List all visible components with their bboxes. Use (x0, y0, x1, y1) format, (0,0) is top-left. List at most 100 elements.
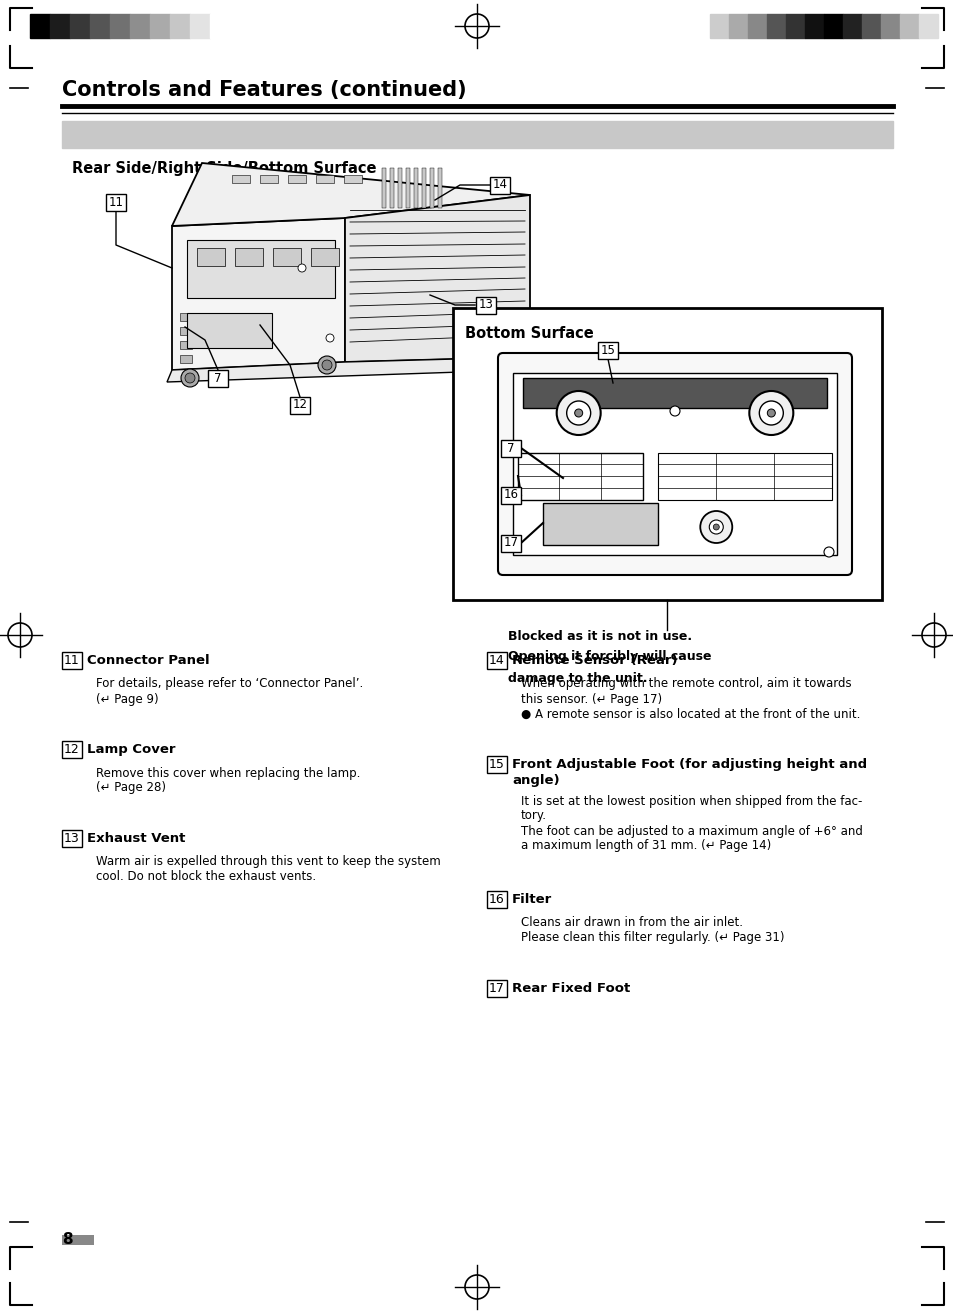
Text: Warm air is expelled through this vent to keep the system: Warm air is expelled through this vent t… (96, 856, 440, 868)
Text: The foot can be adjusted to a maximum angle of +6° and: The foot can be adjusted to a maximum an… (520, 825, 862, 838)
Text: 12: 12 (64, 743, 80, 756)
Bar (486, 653, 506, 670)
Bar (709, 14, 728, 38)
Circle shape (297, 264, 306, 272)
Text: When operating with the remote control, aim it towards: When operating with the remote control, … (520, 678, 851, 691)
Text: Rear Fixed Foot: Rear Fixed Foot (512, 982, 630, 995)
Circle shape (574, 410, 582, 418)
Text: Connector Panel: Connector Panel (87, 654, 210, 667)
Circle shape (700, 511, 732, 544)
Bar (747, 14, 766, 38)
Bar (290, 397, 310, 414)
Bar (106, 193, 126, 210)
Bar (486, 892, 506, 909)
Text: 16: 16 (503, 488, 518, 502)
Circle shape (669, 406, 679, 416)
Bar (210, 14, 230, 38)
Bar (517, 453, 642, 500)
Bar (150, 14, 170, 38)
Text: 17: 17 (503, 537, 518, 550)
Bar (62, 741, 82, 758)
Bar (804, 14, 823, 38)
Bar (110, 14, 130, 38)
Text: 11: 11 (64, 654, 80, 667)
Text: Rear Side/Right Side/Bottom Surface: Rear Side/Right Side/Bottom Surface (71, 160, 376, 176)
Polygon shape (196, 248, 225, 267)
Circle shape (317, 356, 335, 374)
Bar (62, 653, 82, 670)
Text: Bottom Surface: Bottom Surface (464, 327, 593, 341)
Polygon shape (180, 341, 192, 349)
Bar (190, 14, 210, 38)
Text: (↵ Page 28): (↵ Page 28) (96, 781, 166, 794)
Bar (208, 369, 228, 386)
Text: 15: 15 (600, 344, 615, 357)
Polygon shape (180, 355, 192, 362)
Text: It is set at the lowest position when shipped from the fac-: It is set at the lowest position when sh… (520, 794, 862, 807)
Bar (50, 14, 70, 38)
Bar (522, 378, 826, 408)
Circle shape (185, 373, 194, 383)
Text: Controls and Features (continued): Controls and Features (continued) (62, 80, 466, 100)
Text: 14: 14 (492, 179, 507, 192)
Text: angle): angle) (512, 773, 559, 786)
Text: damage to the unit.: damage to the unit. (507, 672, 647, 685)
Bar (658, 453, 831, 500)
Bar (90, 14, 110, 38)
Polygon shape (288, 175, 306, 183)
Text: Blocked as it is not in use.: Blocked as it is not in use. (507, 630, 691, 643)
Bar (500, 534, 520, 551)
Circle shape (823, 548, 833, 557)
Polygon shape (232, 175, 250, 183)
FancyBboxPatch shape (497, 353, 851, 575)
Polygon shape (390, 168, 394, 207)
Bar (513, 373, 836, 555)
Circle shape (322, 360, 332, 370)
Bar (598, 341, 618, 358)
Bar (486, 979, 506, 997)
Bar (785, 14, 804, 38)
Circle shape (759, 400, 782, 425)
Polygon shape (406, 168, 410, 207)
Polygon shape (344, 175, 361, 183)
Polygon shape (172, 218, 345, 370)
Circle shape (512, 357, 527, 373)
Bar (62, 830, 82, 847)
Text: 7: 7 (214, 372, 221, 385)
Text: 17: 17 (489, 982, 504, 995)
Bar (70, 14, 90, 38)
Bar (490, 176, 510, 193)
Polygon shape (273, 248, 301, 267)
Bar (542, 503, 658, 545)
Bar (453, 309, 882, 600)
Text: a maximum length of 31 mm. (↵ Page 14): a maximum length of 31 mm. (↵ Page 14) (520, 839, 770, 852)
Polygon shape (397, 168, 401, 207)
Text: tory.: tory. (520, 810, 546, 822)
Polygon shape (414, 168, 417, 207)
Polygon shape (180, 312, 192, 320)
Text: 16: 16 (489, 893, 504, 906)
Bar (62, 121, 892, 148)
Text: 13: 13 (64, 832, 80, 846)
Bar (728, 14, 747, 38)
Text: Opening it forcibly will cause: Opening it forcibly will cause (507, 650, 711, 663)
Bar (842, 14, 862, 38)
Circle shape (181, 369, 199, 387)
Circle shape (766, 410, 775, 418)
Polygon shape (381, 168, 386, 207)
Bar (486, 756, 506, 773)
Bar (766, 14, 785, 38)
Bar (476, 297, 496, 314)
Polygon shape (234, 248, 263, 267)
Bar (170, 14, 190, 38)
Bar (880, 14, 899, 38)
Polygon shape (421, 168, 426, 207)
Text: Cleans air drawn in from the air inlet.: Cleans air drawn in from the air inlet. (520, 916, 742, 930)
Polygon shape (187, 240, 335, 298)
Bar (823, 14, 842, 38)
Text: For details, please refer to ‘Connector Panel’.: For details, please refer to ‘Connector … (96, 678, 363, 691)
Polygon shape (180, 327, 192, 335)
Text: 7: 7 (507, 441, 515, 454)
Text: cool. Do not block the exhaust vents.: cool. Do not block the exhaust vents. (96, 871, 315, 884)
Text: 12: 12 (293, 399, 307, 411)
